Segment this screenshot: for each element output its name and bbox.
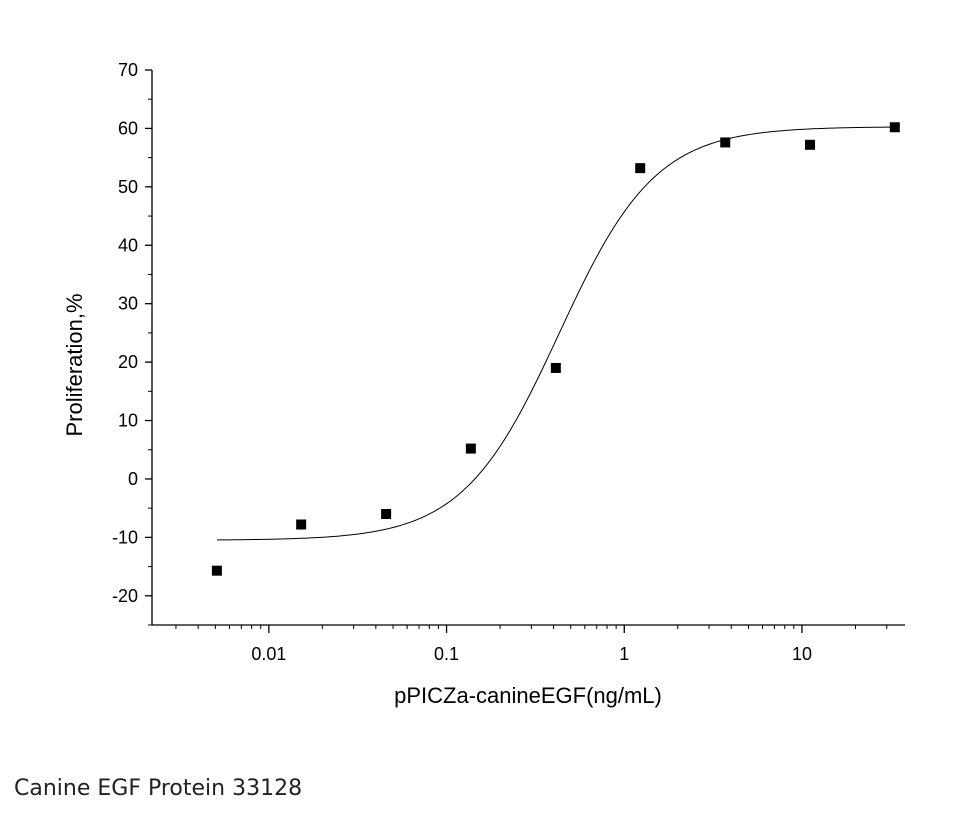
y-tick-label: 20 [118,352,138,372]
data-point [550,362,561,373]
figure-caption: Canine EGF Protein 33128 [14,776,303,801]
x-tick-label: 0.01 [251,644,286,664]
x-axis-title: pPICZa-canineEGF(ng/mL) [394,683,662,708]
x-tick-label: 1 [619,644,629,664]
chart: -20 -10 0 10 20 30 40 50 60 70 0.01 0.1 1 10 pPICZa-… [62,60,905,708]
data-point [381,509,392,519]
data-point [635,163,646,174]
x-axis-ticks: 0.01 0.1 1 10 [175,625,888,664]
data-point [805,139,816,150]
plot-axes [151,70,905,626]
fit-curve [216,126,895,541]
y-tick-label: 0 [128,469,138,489]
y-tick-label: -10 [112,527,138,547]
data-point [889,122,900,133]
x-tick-label: 0.1 [434,644,459,664]
data-points [211,122,900,576]
y-tick-label: 40 [118,235,138,255]
data-point [720,137,731,148]
data-point [211,565,222,576]
y-tick-label: 50 [118,177,138,197]
x-tick-label: 10 [792,644,812,664]
data-point [465,443,476,454]
y-tick-label: 60 [118,118,138,138]
y-tick-label: 30 [118,294,138,314]
y-tick-label: 70 [118,60,138,80]
y-tick-label: 10 [118,411,138,431]
y-tick-label: -20 [112,586,138,606]
y-axis-title: Proliferation,% [62,293,87,436]
y-axis-ticks: -20 -10 0 10 20 30 40 50 60 70 [112,60,152,626]
data-point [296,519,307,530]
